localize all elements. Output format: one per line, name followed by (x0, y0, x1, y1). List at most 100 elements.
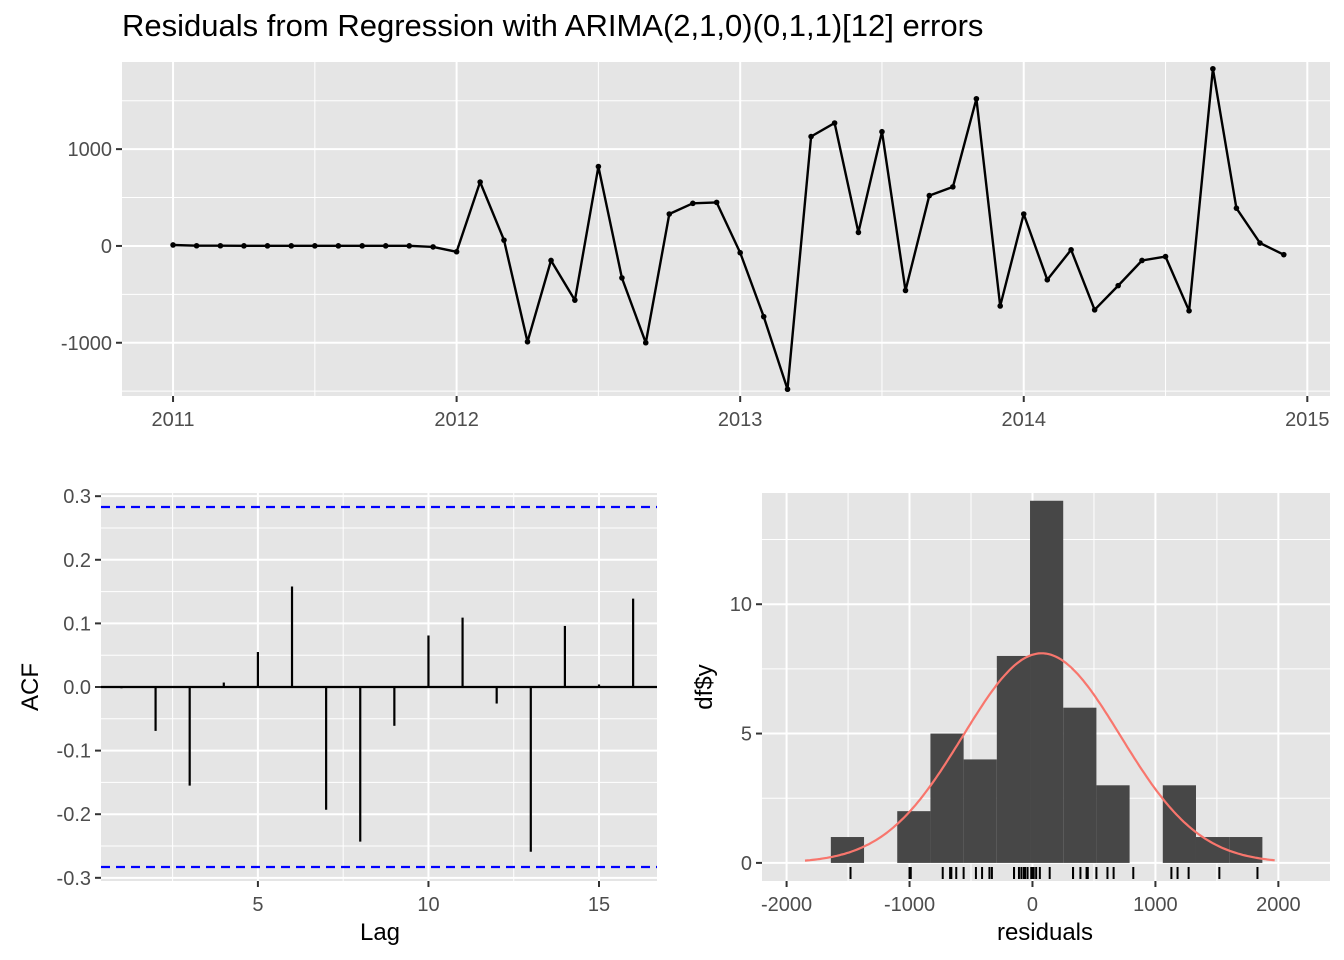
histogram-bar (963, 759, 997, 863)
acf-panel: 5 10 15 -0.3 -0.2 -0.1 0.0 0.1 0.2 0.3 Lag ACF (17, 486, 657, 946)
histogram-bar (996, 655, 1031, 863)
residual-data-point (595, 163, 602, 170)
minor-gridlines (122, 62, 1330, 396)
x-axis: 2011 2012 2013 2014 2015 (152, 396, 1330, 431)
residual-data-point (831, 120, 838, 126)
major-gridlines (122, 62, 1330, 396)
histogram-bar (1030, 500, 1064, 863)
y-axis: -1000 0 1000 (61, 139, 122, 355)
residual-data-point (477, 179, 483, 185)
x-tick-label: 2015 (1285, 409, 1330, 431)
residual-data-point (430, 244, 436, 250)
x-axis-label: residuals (997, 919, 1093, 946)
residual-data-point (524, 338, 531, 345)
residual-data-point (406, 243, 413, 249)
residual-data-point (1115, 282, 1121, 289)
acf-marks (101, 505, 657, 869)
residual-data-point (666, 211, 673, 217)
y-tick-label: 0.3 (63, 486, 91, 508)
x-axis-label: Lag (360, 919, 400, 946)
residual-data-point (453, 248, 460, 255)
residual-data-point (1139, 257, 1145, 264)
x-tick-label: 2013 (718, 409, 763, 431)
residual-data-point (997, 303, 1004, 309)
x-tick-label: -1000 (884, 894, 935, 916)
residual-data-point (1233, 205, 1240, 211)
residual-data-point (642, 339, 649, 346)
residual-data-point (548, 257, 554, 264)
residual-data-point (572, 297, 578, 303)
chart-title: Residuals from Regression with ARIMA(2,1… (122, 8, 984, 43)
histogram-bar (1063, 707, 1097, 863)
residual-data-point (690, 200, 696, 207)
histogram-marks (804, 500, 1275, 879)
y-tick-label: 0 (741, 853, 752, 875)
y-tick-label: -1000 (61, 333, 112, 355)
x-axis: 5 10 15 (252, 881, 610, 916)
residual-data-point (1162, 253, 1169, 260)
residual-data-point (241, 243, 247, 249)
x-tick-label: -2000 (761, 894, 812, 916)
y-tick-label: 5 (741, 724, 752, 746)
y-tick-label: -0.2 (57, 804, 91, 826)
histogram-panel: -2000 -1000 0 1000 2000 0 5 10 residuals df$y (691, 493, 1330, 946)
series-marks (170, 65, 1287, 393)
residual-data-point (950, 184, 956, 190)
normal-density-curve (804, 652, 1275, 862)
x-tick-label: 2011 (152, 409, 195, 431)
histogram-bar (830, 837, 865, 863)
residual-data-point (264, 243, 271, 249)
residual-data-point (312, 243, 318, 249)
residual-data-point (879, 128, 885, 135)
x-tick-label: 15 (588, 894, 610, 916)
x-tick-label: 5 (252, 894, 263, 916)
y-tick-label: 1000 (68, 139, 113, 161)
residual-data-point (784, 386, 791, 393)
y-axis-label: ACF (17, 663, 44, 711)
y-axis: -0.3 -0.2 -0.1 0.0 0.1 0.2 0.3 (57, 486, 101, 890)
residual-data-point (619, 275, 625, 281)
residual-data-point (808, 133, 814, 140)
x-tick-label: 2000 (1256, 894, 1301, 916)
y-tick-label: 0.2 (63, 550, 91, 572)
x-tick-label: 0 (1027, 894, 1038, 916)
residual-data-point (1280, 251, 1287, 258)
y-tick-label: -0.1 (57, 741, 91, 763)
residual-data-point (170, 242, 176, 248)
y-tick-label: 0 (101, 236, 112, 258)
x-axis: -2000 -1000 0 1000 2000 (761, 881, 1301, 916)
residual-data-point (217, 242, 224, 249)
histogram-bar (1162, 785, 1196, 863)
histogram-bar (930, 733, 964, 863)
residual-data-point (1257, 240, 1263, 246)
histogram-bar (1195, 837, 1230, 863)
residual-data-point (501, 237, 507, 243)
residual-data-point (335, 243, 342, 249)
residual-data-point (288, 243, 295, 249)
residual-data-point (855, 229, 862, 236)
x-tick-label: 1000 (1133, 894, 1178, 916)
residual-data-point (193, 242, 200, 249)
residuals-time-series-panel: 2011 2012 2013 2014 2015 -1000 0 1000 (61, 62, 1330, 431)
x-tick-label: 10 (417, 894, 439, 916)
residual-data-point (760, 313, 767, 320)
residual-data-point (1044, 277, 1051, 283)
x-tick-label: 2014 (1001, 409, 1046, 431)
y-tick-label: 10 (730, 594, 752, 616)
residual-data-point (1186, 308, 1192, 314)
y-tick-label: 0.0 (63, 677, 91, 699)
x-tick-label: 2012 (434, 409, 479, 431)
residual-data-point (1091, 307, 1098, 313)
residual-data-point (359, 243, 365, 249)
plot-panel-background (122, 62, 1330, 396)
residual-data-point (926, 192, 933, 199)
residual-data-point (973, 95, 980, 102)
y-tick-label: 0.1 (63, 613, 91, 635)
y-axis-label: df$y (691, 664, 718, 709)
histogram-bar (1096, 785, 1130, 863)
y-tick-label: -0.3 (57, 868, 91, 890)
residual-series-line (172, 67, 1285, 391)
residual-data-point (737, 249, 743, 256)
residual-data-point (1068, 247, 1074, 253)
residual-data-point (902, 287, 909, 294)
